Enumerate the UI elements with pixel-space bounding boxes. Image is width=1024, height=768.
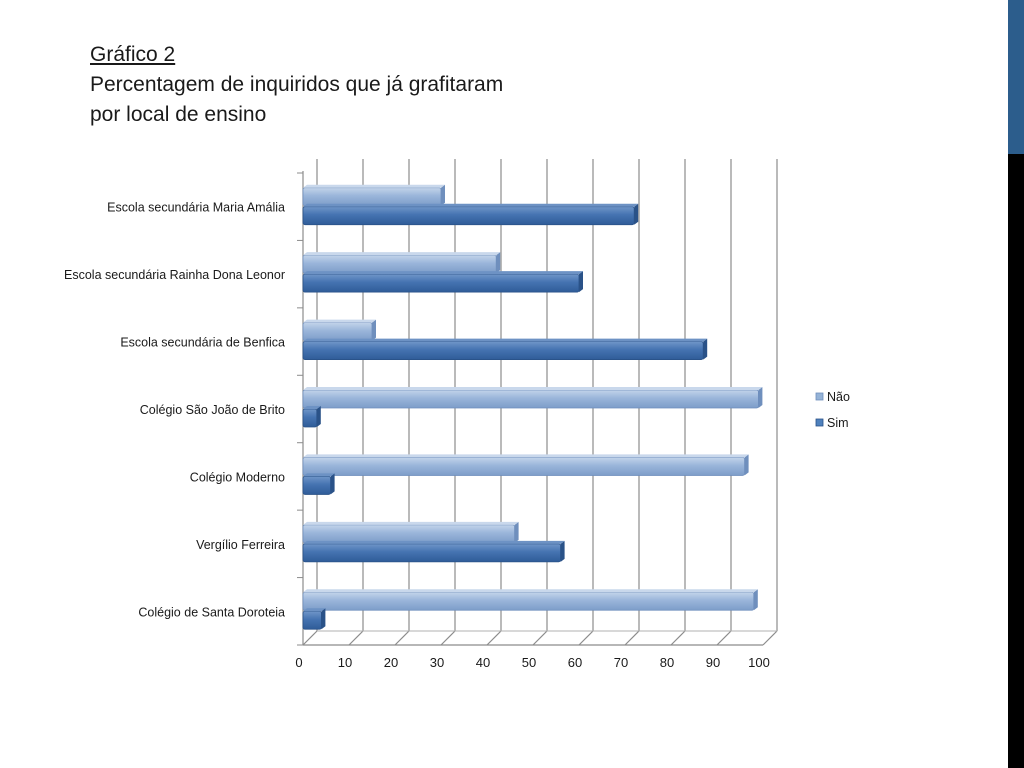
depth-gridline [486, 630, 502, 646]
x-tick-label: 100 [748, 655, 770, 670]
category-label: Escola secundária Rainha Dona Leonor [64, 268, 285, 282]
side-accent-bar [1008, 0, 1024, 154]
bar-end-cap [316, 406, 321, 427]
bar-face [302, 273, 580, 293]
bar-top-face [303, 387, 763, 390]
bar-top-face [303, 608, 326, 612]
bar-end-cap [579, 271, 583, 293]
side-dark-bar [1008, 154, 1024, 768]
category-label: Vergílio Ferreira [196, 538, 285, 552]
bar-sim [302, 540, 565, 563]
category-label: Colégio de Santa Doroteia [138, 605, 285, 619]
x-tick-label: 0 [295, 655, 302, 670]
depth-gridline [670, 630, 686, 646]
bar-top-face [303, 184, 445, 188]
depth-gridline [394, 630, 410, 646]
bar-end-cap [330, 473, 335, 495]
depth-gridline [762, 630, 778, 646]
bar-top-face [303, 589, 758, 593]
bar-top-face [303, 521, 519, 525]
bar-end-cap [321, 608, 326, 630]
x-tick-label: 40 [476, 655, 490, 670]
bar-chart: 0 10 20 30 40 50 60 70 80 90 100 Escola secundária … [64, 159, 850, 670]
category-label: Escola secundária de Benfica [120, 336, 285, 350]
bar-face [302, 254, 497, 274]
category-label: Colégio São João de Brito [140, 403, 285, 417]
bar-end-cap [703, 338, 708, 360]
legend-swatch [815, 418, 824, 427]
bar-top-face [303, 406, 321, 409]
bar-face [302, 476, 332, 495]
category-label: Escola secundária Maria Amália [107, 201, 285, 215]
bar-face [302, 610, 322, 630]
labels: 0 10 20 30 40 50 60 70 80 90 100 Escola secundária … [64, 201, 770, 670]
depth-gridline [624, 630, 640, 646]
bar-top-face [303, 319, 376, 323]
bar-end-cap [744, 454, 749, 476]
slide-title-block: Gráfico 2 Percentagem de inquiridos que … [90, 40, 503, 130]
bar-face [302, 457, 746, 476]
bar-nao [302, 252, 501, 274]
depth-gridline [578, 630, 594, 646]
x-tick-label: 80 [660, 655, 674, 670]
title-line-2: por local de ensino [90, 103, 267, 126]
bar-face [302, 206, 635, 226]
bar-end-cap [372, 319, 376, 341]
graphic-label: Gráfico 2 [90, 43, 176, 66]
bar-sim [302, 338, 708, 360]
bar-sim [302, 608, 326, 630]
bar-end-cap [758, 387, 763, 408]
legend: Não Sim [815, 390, 850, 430]
x-tick-label: 90 [706, 655, 720, 670]
bar-face [302, 322, 373, 341]
bar-top-face [303, 473, 335, 477]
bar-face [302, 341, 704, 360]
depth-gridline [302, 630, 318, 646]
bar-end-cap [496, 252, 501, 274]
depth-gridline [716, 630, 732, 646]
bar-face [302, 187, 442, 207]
bar-end-cap [753, 589, 758, 611]
bar-face [302, 524, 516, 544]
bar-nao [302, 184, 445, 207]
bar-sim [302, 203, 639, 226]
bar-top-face [303, 252, 501, 256]
bar-top-face [303, 271, 583, 275]
bar-nao [302, 319, 376, 341]
title-line-1: Percentagem de inquiridos que já grafita… [90, 73, 504, 96]
bars [302, 184, 763, 630]
bar-face [302, 591, 755, 611]
bar-face [302, 543, 562, 563]
bar-nao [302, 454, 749, 476]
bar-sim [302, 406, 321, 428]
bar-nao [302, 521, 519, 544]
depth-gridline [440, 630, 456, 646]
bar-nao [302, 589, 758, 611]
x-tick-label: 50 [522, 655, 536, 670]
bar-nao [302, 387, 763, 409]
bar-end-cap [560, 540, 565, 562]
depth-gridline [348, 630, 364, 646]
bar-top-face [303, 454, 749, 458]
legend-label: Sim [827, 416, 849, 430]
category-label: Colégio Moderno [190, 470, 285, 484]
bar-face [302, 389, 759, 409]
x-tick-label: 20 [384, 655, 398, 670]
bar-top-face [303, 203, 639, 207]
depth-gridline [532, 630, 548, 646]
bar-end-cap [634, 203, 639, 225]
legend-label: Não [827, 390, 850, 404]
x-tick-label: 60 [568, 655, 582, 670]
bar-sim [302, 473, 335, 495]
bar-end-cap [441, 184, 445, 206]
x-tick-label: 70 [614, 655, 628, 670]
bar-end-cap [514, 521, 519, 543]
bar-top-face [303, 338, 708, 342]
bar-sim [302, 271, 583, 293]
x-tick-label: 10 [338, 655, 352, 670]
bar-face [302, 408, 318, 428]
legend-swatch [815, 392, 824, 401]
bar-top-face [303, 540, 565, 544]
x-tick-label: 30 [430, 655, 444, 670]
